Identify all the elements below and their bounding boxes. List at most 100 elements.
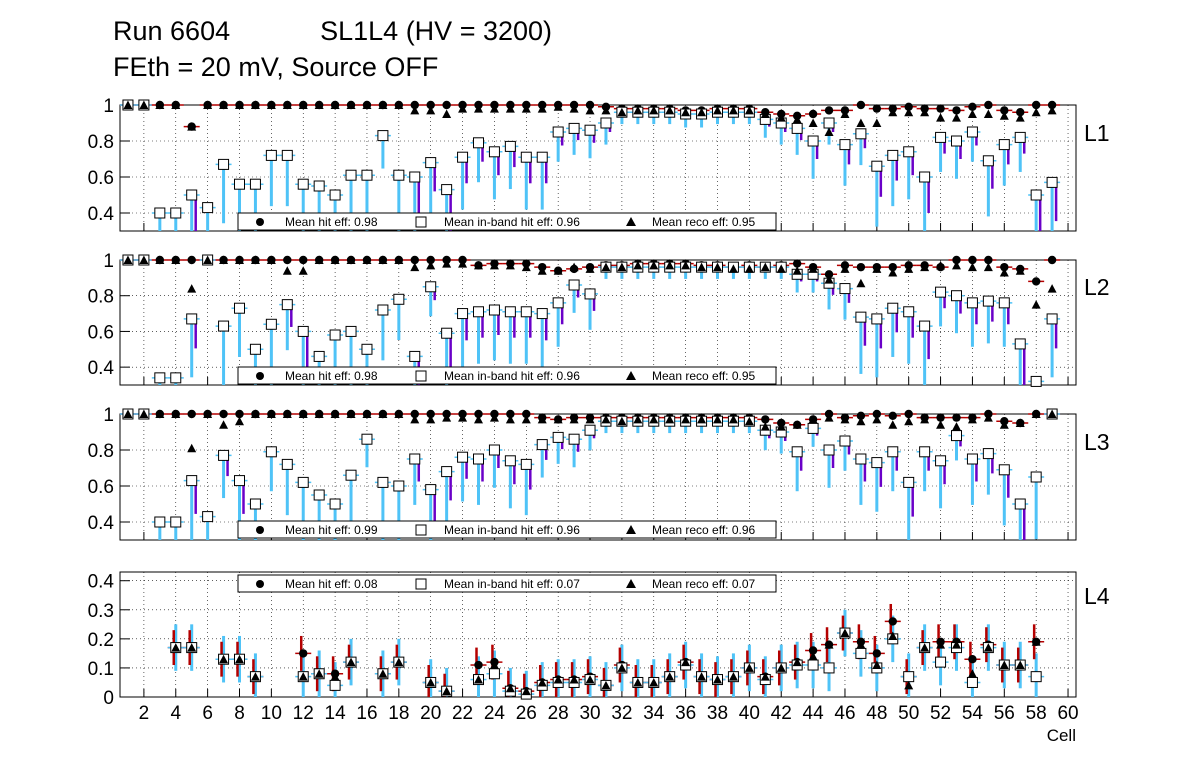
inband-marker	[281, 458, 293, 470]
x-tick-label: 16	[356, 703, 377, 724]
legend-reco-marker	[626, 371, 636, 380]
reco-marker	[266, 100, 276, 109]
inband-marker	[536, 439, 548, 451]
reco-marker	[155, 100, 165, 109]
reco-marker	[808, 651, 818, 661]
reco-marker	[920, 262, 930, 272]
inband-marker	[584, 424, 596, 436]
y-tick-label: 0.8	[88, 132, 114, 153]
reco-marker	[123, 100, 133, 109]
reco-marker	[410, 414, 420, 424]
legend-inband-marker	[415, 370, 427, 382]
inband-marker	[170, 516, 182, 528]
legend-hit-marker	[256, 526, 264, 534]
reco-marker	[139, 255, 149, 264]
reco-marker	[920, 414, 930, 424]
legend-hit-label: Mean hit eff: 0.98	[285, 215, 378, 229]
hit-marker	[410, 409, 419, 419]
reco-marker	[442, 109, 452, 118]
legend-hit-marker	[256, 218, 264, 226]
reco-marker	[139, 100, 149, 109]
reco-marker	[378, 100, 388, 109]
inband-marker	[1030, 375, 1042, 387]
legend-box	[237, 574, 777, 593]
reco-marker	[585, 264, 595, 273]
inband-marker	[218, 158, 230, 170]
inband-marker	[441, 466, 453, 478]
hit-marker	[1000, 106, 1009, 115]
reco-marker	[235, 255, 244, 264]
reco-marker	[346, 657, 356, 667]
reco-marker	[442, 413, 452, 422]
inband-marker	[951, 290, 962, 302]
reco-marker	[521, 414, 531, 424]
reco-marker	[553, 675, 563, 684]
reco-marker	[426, 414, 436, 424]
hit-marker	[474, 660, 483, 670]
x-tick-label: 22	[452, 703, 473, 724]
reco-marker	[760, 109, 770, 118]
reco-marker	[601, 105, 611, 115]
reco-marker	[378, 669, 388, 678]
x-tick-label: 56	[994, 703, 1015, 724]
reco-marker	[999, 420, 1009, 429]
inband-marker	[919, 171, 931, 183]
y-tick-label: 1	[103, 405, 114, 426]
reco-marker	[585, 675, 595, 684]
reco-marker	[983, 109, 993, 118]
hit-marker	[952, 106, 961, 115]
reco-marker	[394, 100, 404, 109]
inband-marker	[807, 659, 819, 671]
reco-marker	[219, 100, 229, 109]
inband-marker	[361, 343, 373, 355]
x-tick-label: 40	[739, 703, 760, 724]
y-tick-label: 0.6	[88, 322, 114, 343]
legend-inband-marker	[415, 216, 427, 228]
reco-marker	[362, 409, 372, 418]
reco-marker	[856, 416, 866, 426]
reco-marker	[967, 669, 977, 678]
reco-marker	[856, 640, 866, 649]
inband-marker	[568, 279, 580, 291]
reco-marker	[681, 107, 691, 117]
inband-marker	[823, 117, 835, 129]
inband-marker	[552, 297, 564, 309]
hit-marker	[410, 255, 419, 265]
reco-marker	[553, 414, 563, 424]
inband-marker	[568, 122, 580, 134]
reco-marker	[1047, 284, 1057, 293]
inband-marker	[791, 122, 803, 134]
hit-marker	[792, 259, 802, 268]
reco-marker	[298, 100, 308, 109]
inband-marker	[568, 433, 580, 445]
inband-marker	[871, 313, 883, 325]
reco-marker	[569, 104, 579, 113]
reco-marker	[250, 100, 260, 109]
reco-marker	[426, 677, 436, 687]
inband-marker	[520, 151, 532, 163]
reco-marker	[585, 414, 595, 424]
reco-marker	[792, 266, 802, 275]
inband-marker	[919, 320, 931, 332]
reco-marker	[394, 409, 404, 418]
inband-marker	[935, 656, 947, 668]
inband-marker	[504, 455, 516, 467]
reco-marker	[728, 414, 738, 424]
reco-marker	[489, 104, 499, 113]
inband-marker	[329, 329, 341, 341]
reco-marker	[1015, 660, 1025, 670]
reco-marker	[824, 127, 834, 136]
inband-marker	[855, 453, 867, 465]
inband-marker	[1014, 498, 1026, 510]
reco-marker	[744, 416, 754, 426]
inband-marker	[281, 299, 293, 311]
hit-marker	[426, 255, 435, 265]
reco-marker	[1031, 107, 1041, 117]
reco-marker	[187, 122, 197, 131]
x-tick-label: 14	[325, 703, 347, 724]
inband-marker	[170, 372, 182, 384]
hit-marker	[936, 413, 945, 422]
inband-marker	[951, 135, 962, 147]
hit-marker	[872, 649, 882, 658]
reco-marker	[346, 409, 356, 418]
